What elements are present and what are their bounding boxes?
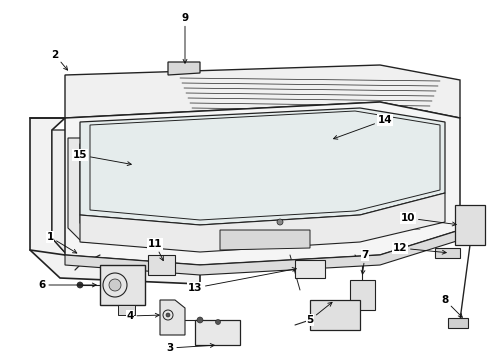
Polygon shape [65,65,460,118]
Text: 14: 14 [334,115,392,139]
Polygon shape [68,138,200,248]
Text: 6: 6 [38,280,96,290]
Polygon shape [100,265,145,305]
Circle shape [277,219,283,225]
Text: 8: 8 [441,295,463,317]
Polygon shape [435,248,460,258]
Polygon shape [160,300,185,335]
Text: 15: 15 [73,150,131,166]
Circle shape [197,317,203,323]
Text: 5: 5 [306,302,332,325]
Text: 1: 1 [47,232,77,253]
Polygon shape [310,300,360,330]
Polygon shape [118,305,135,315]
Text: 9: 9 [181,13,189,63]
Polygon shape [80,193,445,252]
Polygon shape [295,260,325,278]
Text: 3: 3 [167,343,214,353]
Polygon shape [350,280,375,310]
Circle shape [109,279,121,291]
Polygon shape [80,108,445,225]
Circle shape [216,320,220,324]
Text: 4: 4 [126,311,159,321]
Text: 2: 2 [51,50,68,70]
Polygon shape [30,118,200,284]
Polygon shape [220,230,310,250]
Polygon shape [65,102,460,265]
Polygon shape [148,255,175,275]
Circle shape [166,313,170,317]
Text: 12: 12 [393,243,446,254]
Text: 13: 13 [188,267,296,293]
Polygon shape [195,320,240,345]
Polygon shape [168,62,200,75]
Polygon shape [52,130,200,265]
Polygon shape [65,230,460,275]
Circle shape [77,282,83,288]
Polygon shape [448,318,468,328]
Polygon shape [455,205,485,245]
Text: 10: 10 [401,213,456,226]
Text: 7: 7 [361,250,368,274]
Text: 11: 11 [148,239,163,261]
